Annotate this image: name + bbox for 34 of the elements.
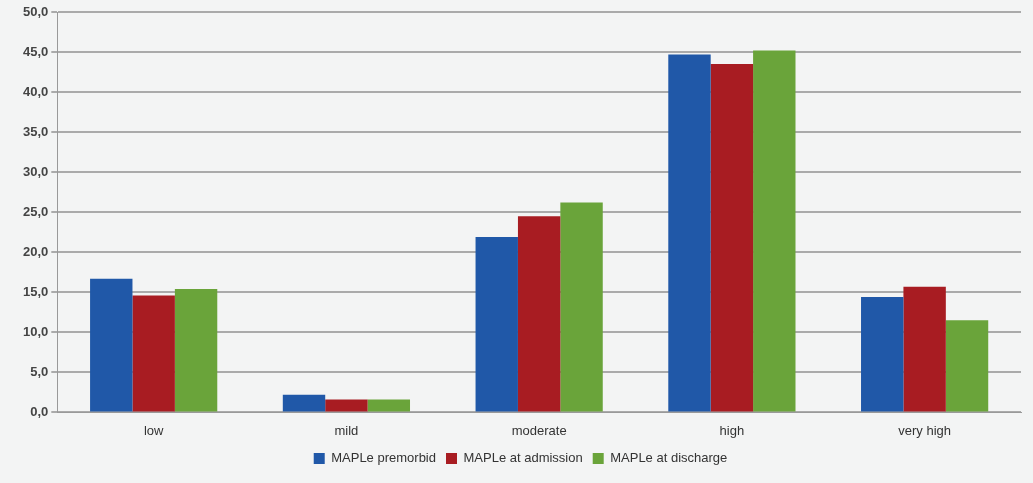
- bar: [560, 202, 603, 412]
- y-tick-label: 20,0: [22, 243, 49, 259]
- bar: [174, 289, 218, 412]
- y-tick-label: 30,0: [22, 163, 49, 179]
- y-tick-label: 15,0: [22, 283, 49, 299]
- bar: [325, 399, 368, 412]
- legend-label: MAPLe at admission: [463, 450, 583, 466]
- bar: [90, 278, 133, 412]
- y-tick-label: 25,0: [22, 203, 49, 219]
- bar: [903, 286, 946, 412]
- y-tick-label: 40,0: [22, 83, 49, 99]
- y-tick-label: 35,0: [22, 123, 49, 139]
- bar: [945, 320, 989, 412]
- bar: [753, 50, 796, 412]
- y-tick-label: 50,0: [22, 3, 49, 19]
- bar: [475, 237, 518, 412]
- x-tick-label: mild: [334, 422, 359, 438]
- bar: [861, 297, 904, 412]
- y-tick-label: 45,0: [22, 43, 49, 59]
- legend-label: MAPLe premorbid: [331, 450, 436, 466]
- bar: [282, 394, 326, 412]
- y-tick-label: 0,0: [30, 403, 49, 419]
- legend-label: MAPLe at discharge: [610, 450, 728, 466]
- bar: [367, 399, 411, 412]
- x-tick-label: moderate: [511, 422, 567, 438]
- bar: [668, 54, 711, 412]
- y-tick-label: 10,0: [22, 323, 49, 339]
- x-tick-label: high: [719, 422, 745, 438]
- bar: [710, 64, 754, 412]
- bar: [132, 295, 175, 412]
- bar: [517, 216, 561, 412]
- x-tick-label: very high: [898, 422, 952, 438]
- y-tick-label: 5,0: [30, 363, 49, 379]
- x-tick-label: low: [143, 422, 165, 438]
